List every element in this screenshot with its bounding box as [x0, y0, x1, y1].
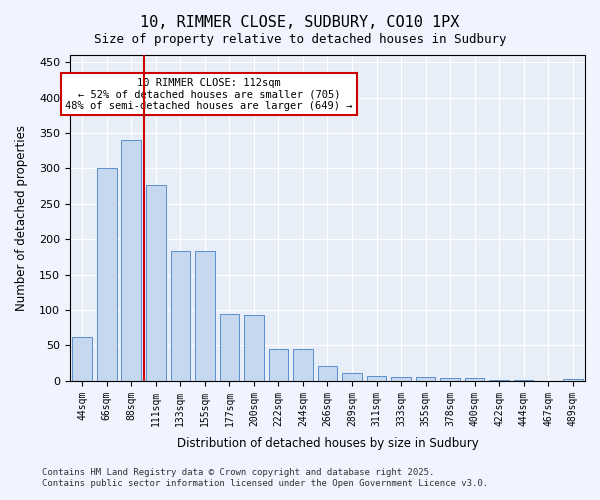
Bar — [146, 184, 166, 381]
Text: Size of property relative to detached houses in Sudbury: Size of property relative to detached ho… — [94, 32, 506, 46]
Bar — [367, 376, 386, 381]
Bar — [293, 349, 313, 381]
Bar — [342, 373, 362, 381]
Bar — [391, 376, 411, 381]
Bar — [220, 314, 239, 381]
Bar — [97, 168, 116, 381]
Bar — [416, 376, 436, 381]
Bar — [244, 315, 264, 381]
X-axis label: Distribution of detached houses by size in Sudbury: Distribution of detached houses by size … — [176, 437, 478, 450]
Bar — [121, 140, 141, 381]
Text: Contains HM Land Registry data © Crown copyright and database right 2025.
Contai: Contains HM Land Registry data © Crown c… — [42, 468, 488, 487]
Bar — [514, 380, 533, 381]
Bar — [195, 250, 215, 381]
Bar — [317, 366, 337, 381]
Bar — [563, 379, 583, 381]
Bar — [465, 378, 484, 381]
Bar — [440, 378, 460, 381]
Text: 10, RIMMER CLOSE, SUDBURY, CO10 1PX: 10, RIMMER CLOSE, SUDBURY, CO10 1PX — [140, 15, 460, 30]
Bar — [170, 250, 190, 381]
Text: 10 RIMMER CLOSE: 112sqm
← 52% of detached houses are smaller (705)
48% of semi-d: 10 RIMMER CLOSE: 112sqm ← 52% of detache… — [65, 78, 353, 110]
Bar — [490, 380, 509, 381]
Bar — [73, 337, 92, 381]
Bar — [269, 349, 288, 381]
Y-axis label: Number of detached properties: Number of detached properties — [15, 125, 28, 311]
